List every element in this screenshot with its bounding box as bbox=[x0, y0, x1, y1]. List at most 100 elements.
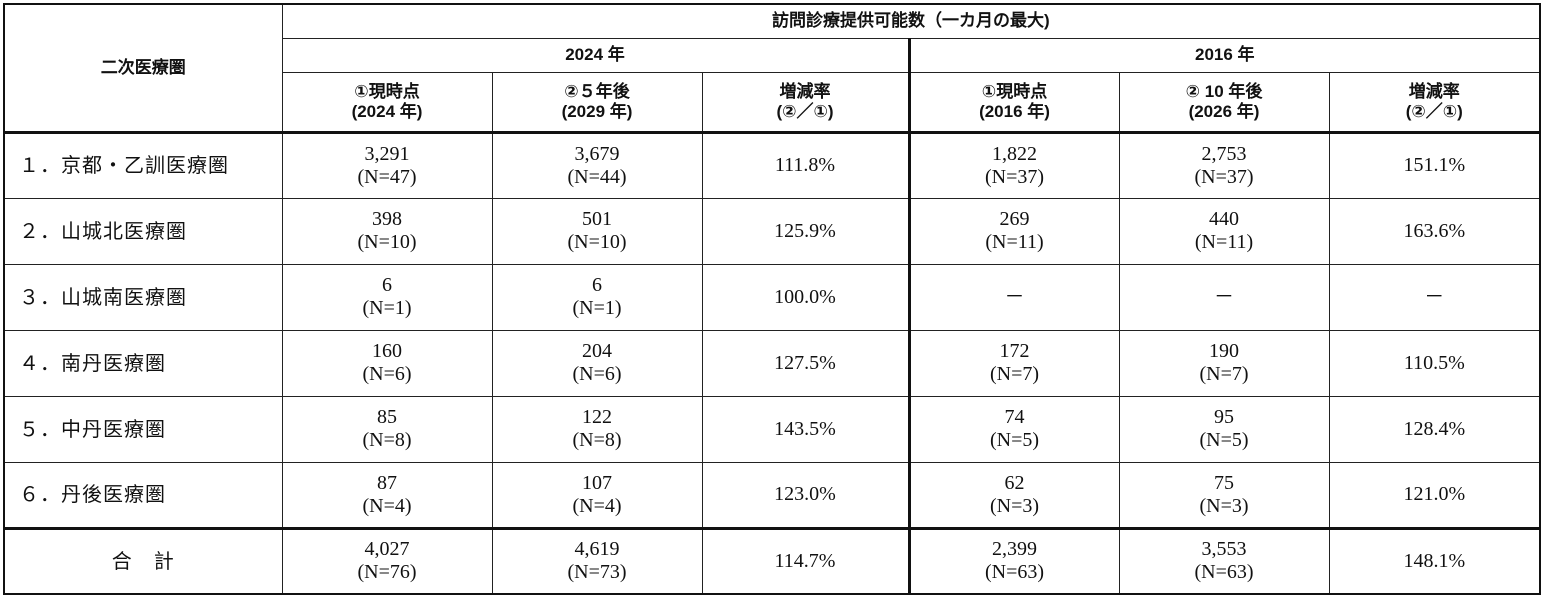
cell-sample-size: (N=10) bbox=[567, 231, 627, 253]
cell-value: 160 bbox=[372, 340, 402, 362]
cell-2024-current: 6 (N=1) bbox=[281, 263, 493, 331]
cell-sample-size: (N=11) bbox=[1194, 231, 1254, 253]
cell-2016-current: 269 (N=11) bbox=[907, 197, 1120, 265]
col-header-line2: (2024 年) bbox=[351, 101, 423, 121]
cell-value: 4,619 bbox=[574, 538, 620, 561]
cell-sample-size: (N=37) bbox=[984, 165, 1045, 188]
cell-sample-size: (N=4) bbox=[572, 494, 622, 517]
cell-2016-future: 190 (N=7) bbox=[1118, 329, 1330, 397]
col-header-line1: ② 10 年後 bbox=[1185, 81, 1263, 101]
header-row-title: 二次医療圏 訪問診療提供可能数（一カ月の最大) bbox=[3, 3, 1542, 134]
cell-2016-future: 440 (N=11) bbox=[1118, 197, 1330, 265]
cell-2024-future: 107 (N=4) bbox=[491, 461, 703, 529]
cell-sample-size: (N=3) bbox=[1199, 494, 1249, 517]
cell-sample-size: (N=63) bbox=[984, 561, 1045, 584]
region-name: ５．中丹医療圏 bbox=[3, 395, 283, 463]
cell-sample-size: (N=47) bbox=[357, 165, 417, 188]
col-header-2024-future: ②５年後 (2029 年) bbox=[491, 71, 703, 134]
cell-2016-rate: 148.1% bbox=[1328, 526, 1542, 595]
cell-sample-size: (N=3) bbox=[989, 494, 1040, 517]
cell-sample-size: (N=5) bbox=[1199, 429, 1249, 451]
cell-value: 204 bbox=[582, 340, 612, 362]
cell-2024-current: 398 (N=10) bbox=[281, 197, 493, 265]
table-row: ２．山城北医療圏 398 (N=10) 501 (N=10) 125.9% 269(… bbox=[3, 197, 1542, 265]
cell-value: 172 bbox=[999, 340, 1030, 362]
table-row: ４．南丹医療圏 160 (N=6) 204 (N=6) 127.5% 172 (N=7… bbox=[3, 329, 1542, 397]
cell-2016-current: 62 (N=3) bbox=[907, 461, 1120, 529]
table-row-total: 合 計 4,027 (N=76) 4,619 (N=73) 114.7% 2,399… bbox=[3, 526, 1542, 595]
region-name: ６．丹後医療圏 bbox=[3, 461, 283, 529]
table-main-title: 訪問診療提供可能数（一カ月の最大) bbox=[281, 3, 1542, 39]
cell-2024-future: 6 (N=1) bbox=[491, 263, 703, 331]
cell-value: 190 bbox=[1209, 340, 1239, 362]
col-header-line1: 増減率 bbox=[1408, 81, 1460, 101]
header-row-columns: ①現時点 (2024 年) ②５年後 (2029 年) 増減率 (②／①) ①現… bbox=[4, 71, 1542, 134]
header-row-years: 2024 年 2016 年 bbox=[4, 37, 1542, 73]
cell-2024-rate: 125.9% bbox=[701, 197, 910, 265]
col-header-line2: (2026 年) bbox=[1188, 101, 1260, 121]
cell-2024-future: 4,619 (N=73) bbox=[491, 526, 703, 595]
cell-2016-current: 2,399 (N=63) bbox=[907, 526, 1120, 595]
col-header-2016-future: ② 10 年後 (2026 年) bbox=[1118, 71, 1330, 134]
cell-sample-size: (N=37) bbox=[1194, 165, 1254, 188]
cell-2024-rate: 127.5% bbox=[701, 329, 910, 397]
cell-2016-current: 74 (N=5) bbox=[907, 395, 1120, 463]
cell-value: 122 bbox=[582, 406, 612, 428]
cell-2016-rate: 110.5% bbox=[1328, 329, 1542, 397]
col-header-line2: (②／①) bbox=[1405, 101, 1463, 121]
cell-value: 3,291 bbox=[364, 142, 410, 165]
cell-sample-size: (N=7) bbox=[1199, 363, 1249, 385]
cell-sample-size: (N=10) bbox=[357, 231, 417, 253]
col-header-line2: (2029 年) bbox=[561, 101, 633, 121]
cell-value: － bbox=[1214, 285, 1234, 308]
cell-2024-current: 3,291 (N=47) bbox=[281, 131, 493, 199]
region-name: １．京都・乙訓医療圏 bbox=[3, 131, 283, 199]
cell-sample-size: (N=1) bbox=[362, 297, 412, 319]
col-header-line2: (②／①) bbox=[776, 101, 834, 121]
cell-value: 75 bbox=[1214, 471, 1234, 494]
cell-sample-size: (N=4) bbox=[362, 494, 412, 517]
cell-2024-current: 4,027 (N=76) bbox=[281, 526, 493, 595]
cell-value: 440 bbox=[1209, 208, 1239, 230]
table-row: ３．山城南医療圏 6 (N=1) 6 (N=1) 100.0% － － － bbox=[3, 263, 1542, 331]
col-header-2024-rate: 増減率 (②／①) bbox=[701, 71, 910, 134]
cell-2024-future: 501 (N=10) bbox=[491, 197, 703, 265]
col-header-line1: ①現時点 bbox=[354, 81, 420, 101]
cell-value: 107 bbox=[582, 471, 612, 494]
col-header-line1: ①現時点 bbox=[981, 81, 1048, 101]
cell-2024-rate: 123.0% bbox=[701, 461, 910, 529]
cell-2024-future: 204 (N=6) bbox=[491, 329, 703, 397]
cell-2016-rate: 121.0% bbox=[1328, 461, 1542, 529]
cell-sample-size: (N=76) bbox=[357, 561, 417, 584]
cell-value: 85 bbox=[377, 406, 397, 428]
home-visit-capacity-table: 二次医療圏 訪問診療提供可能数（一カ月の最大) 2024 年 2016 年 ①現… bbox=[3, 3, 1542, 595]
cell-value: 6 bbox=[382, 274, 392, 296]
region-name: ２．山城北医療圏 bbox=[3, 197, 283, 265]
cell-2016-current: 172 (N=7) bbox=[907, 329, 1120, 397]
cell-value: 2,399 bbox=[992, 538, 1037, 561]
cell-sample-size: (N=1) bbox=[572, 297, 622, 319]
cell-sample-size: (N=73) bbox=[567, 561, 627, 584]
cell-2024-future: 3,679 (N=44) bbox=[491, 131, 703, 199]
col-header-line2: (2016 年) bbox=[979, 101, 1050, 121]
col-header-2016-rate: 増減率 (②／①) bbox=[1328, 71, 1542, 134]
cell-value: 269 bbox=[999, 208, 1030, 230]
group-header-2024: 2024 年 bbox=[281, 37, 910, 73]
cell-2016-future: 95 (N=5) bbox=[1118, 395, 1330, 463]
cell-sample-size: (N=11) bbox=[985, 231, 1044, 253]
table-row: ５．中丹医療圏 85 (N=8) 122 (N=8) 143.5% 74 (N=5) … bbox=[3, 395, 1542, 463]
cell-value: 62 bbox=[1004, 471, 1025, 494]
cell-sample-size: (N=8) bbox=[362, 429, 412, 451]
cell-sample-size: (N=5) bbox=[989, 429, 1040, 451]
col-header-line1: ②５年後 bbox=[564, 81, 630, 101]
cell-2024-current: 160 (N=6) bbox=[281, 329, 493, 397]
cell-2016-rate: 163.6% bbox=[1328, 197, 1542, 265]
cell-2016-rate: 128.4% bbox=[1328, 395, 1542, 463]
cell-2016-rate: 151.1% bbox=[1328, 131, 1542, 199]
region-name: ４．南丹医療圏 bbox=[3, 329, 283, 397]
cell-2016-future: 3,553 (N=63) bbox=[1118, 526, 1330, 595]
cell-value: 2,753 bbox=[1201, 142, 1247, 165]
table-row: １．京都・乙訓医療圏 3,291 (N=47) 3,679 (N=44) 111.8… bbox=[3, 131, 1542, 199]
cell-2016-future: － bbox=[1118, 263, 1330, 331]
cell-2024-current: 85 (N=8) bbox=[281, 395, 493, 463]
